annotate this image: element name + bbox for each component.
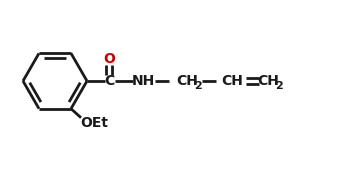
- Text: CH: CH: [257, 74, 279, 88]
- Text: C: C: [104, 74, 114, 88]
- Text: NH: NH: [131, 74, 155, 88]
- Text: O: O: [103, 52, 115, 66]
- Text: 2: 2: [194, 81, 202, 91]
- Text: OEt: OEt: [80, 116, 108, 130]
- Text: CH: CH: [176, 74, 198, 88]
- Text: 2: 2: [275, 81, 283, 91]
- Text: CH: CH: [221, 74, 243, 88]
